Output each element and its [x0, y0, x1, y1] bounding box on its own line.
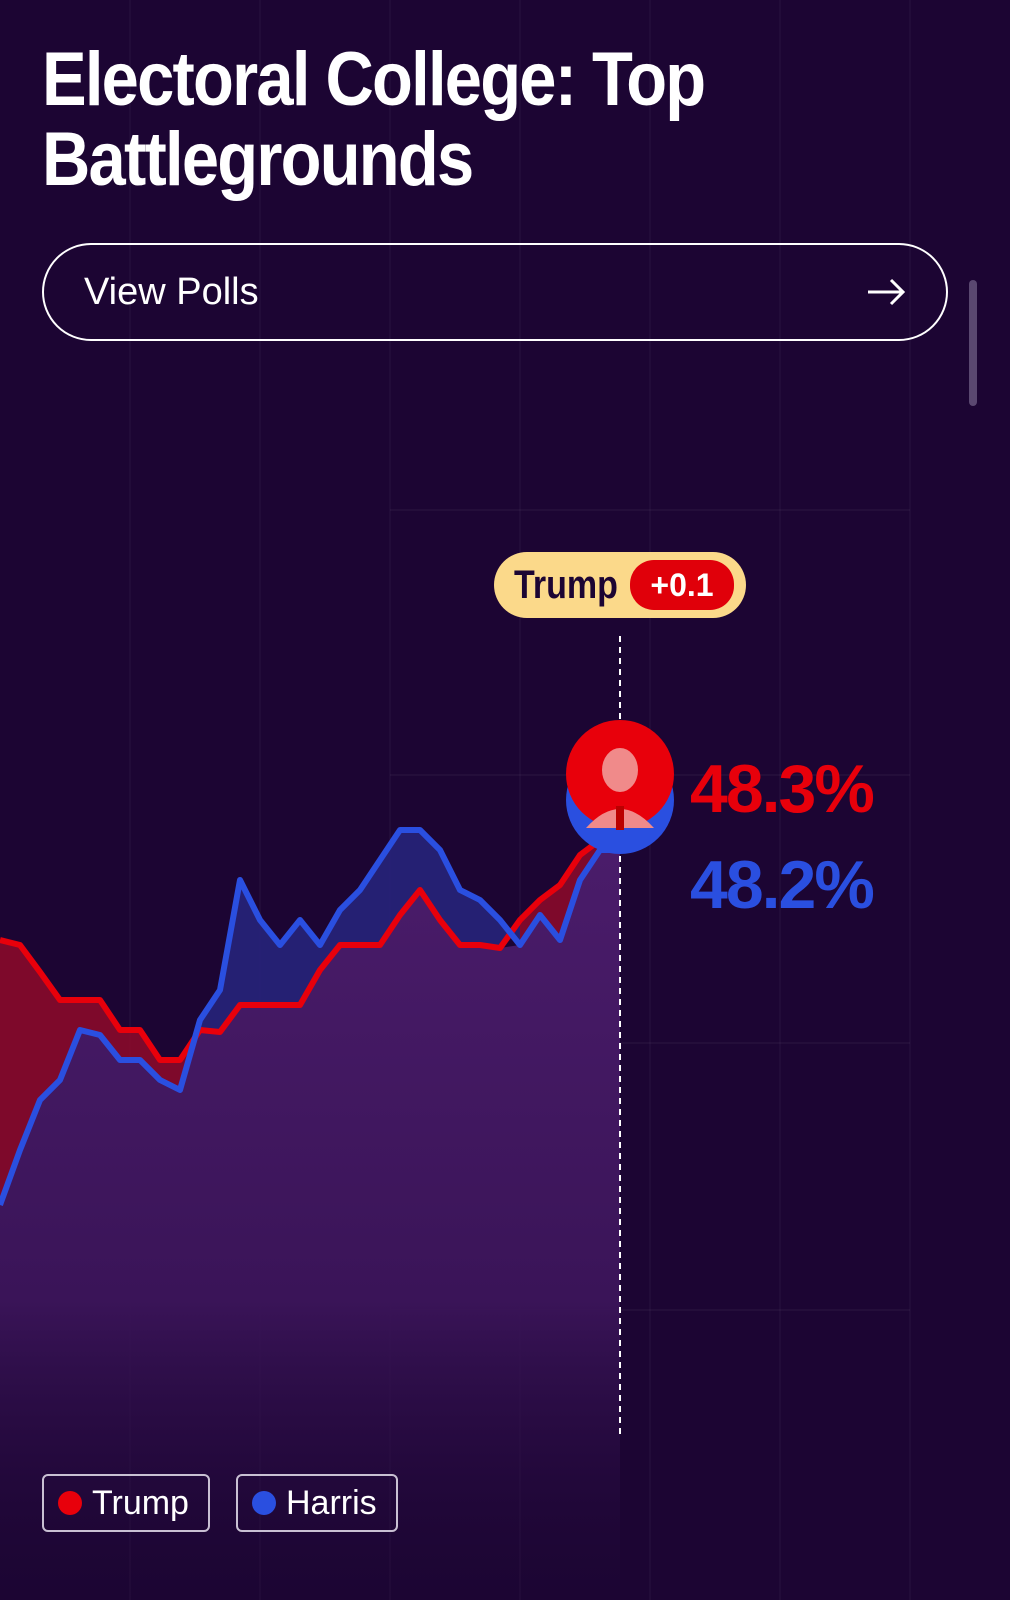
- leader-name: Trump: [514, 562, 618, 607]
- harris-value: 48.2%: [690, 847, 875, 923]
- view-polls-button[interactable]: View Polls: [42, 243, 948, 341]
- harris-lead-area: [460, 890, 480, 945]
- scrollbar[interactable]: [969, 280, 977, 406]
- legend-harris-label: Harris: [286, 1483, 377, 1522]
- legend-trump[interactable]: Trump: [42, 1474, 210, 1532]
- harris-line: [0, 827, 620, 1207]
- legend-harris[interactable]: Harris: [236, 1474, 398, 1532]
- trump-lead-area: [20, 945, 40, 1150]
- trump-lead-area: [0, 940, 20, 1205]
- view-polls-label: View Polls: [84, 270, 259, 313]
- harris-lead-area: [380, 830, 400, 945]
- harris-lead-area: [480, 900, 500, 948]
- leader-margin: +0.1: [630, 560, 734, 610]
- harris-lead-area: [360, 860, 380, 945]
- trump-value: 48.3%: [690, 751, 875, 827]
- base-area: [0, 850, 620, 1600]
- harris-dot-icon: [252, 1491, 276, 1515]
- trump-dot-icon: [58, 1491, 82, 1515]
- candidate-avatar: [566, 720, 674, 854]
- harris-lead-area: [440, 850, 460, 945]
- harris-lead-area: [340, 890, 360, 945]
- page-title: Electoral College: Top Battlegrounds: [42, 37, 706, 202]
- arrow-right-icon: [868, 278, 906, 306]
- legend-trump-label: Trump: [92, 1483, 189, 1522]
- leader-badge: Trump +0.1: [494, 552, 746, 618]
- harris-lead-area: [320, 910, 340, 970]
- trump-lead-area: [40, 972, 60, 1100]
- trump-lead-area: [80, 1000, 100, 1035]
- trump-lead-area: [120, 1030, 140, 1060]
- trump-line: [0, 837, 620, 1063]
- trump-lead-area: [100, 1000, 120, 1060]
